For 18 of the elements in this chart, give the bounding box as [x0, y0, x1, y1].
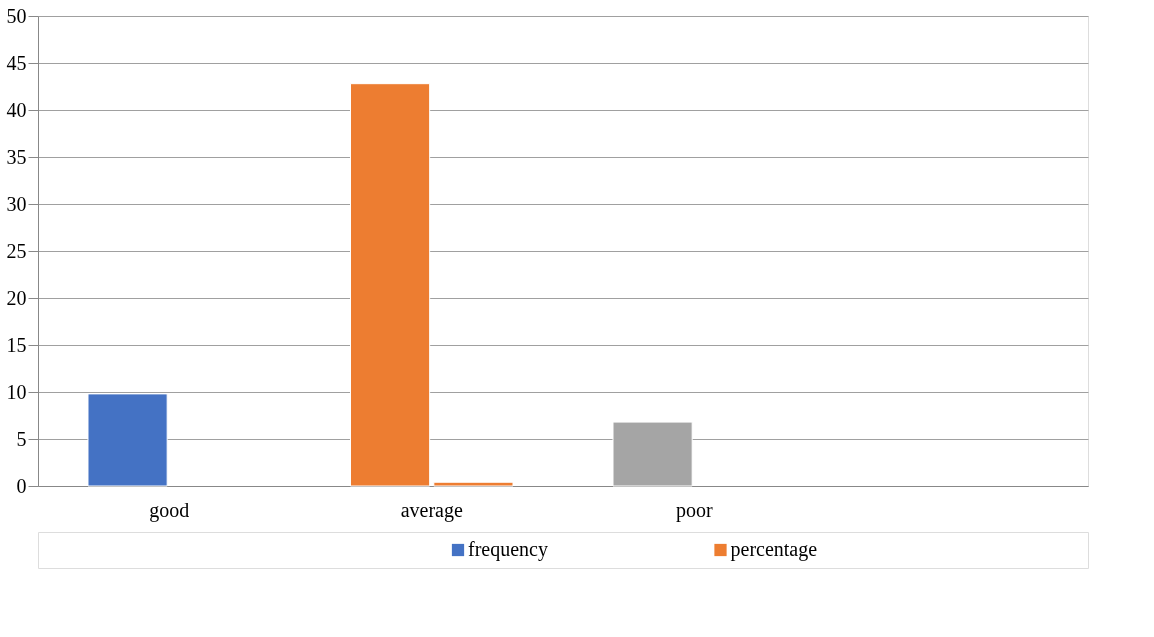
y-tick-label: 25: [6, 239, 27, 262]
y-tick-label: 40: [6, 98, 27, 121]
legend-label: frequency: [468, 538, 548, 561]
y-tick-label: 5: [16, 427, 27, 450]
y-tick-label: 50: [6, 4, 27, 27]
x-tick-label: good: [149, 498, 190, 522]
y-tick-label: 0: [16, 474, 27, 497]
y-tick-label: 45: [6, 51, 27, 74]
y-tick-label: 15: [6, 333, 27, 356]
bar: [87, 393, 168, 487]
bar: [433, 481, 514, 487]
legend-label: percentage: [730, 538, 818, 561]
x-tick-label: average: [400, 498, 463, 522]
y-tick-label: 30: [6, 192, 27, 215]
y-tick-label: 10: [6, 380, 27, 403]
x-tick-label: poor: [675, 498, 713, 522]
y-tick-label: 20: [6, 286, 27, 309]
y-tick-label: 35: [6, 145, 27, 168]
